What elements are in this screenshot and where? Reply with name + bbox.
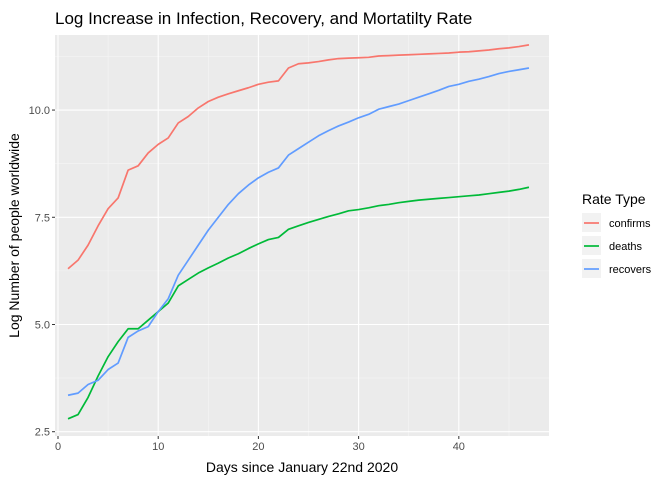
legend-title: Rate Type [582, 191, 646, 207]
series-line-deaths [67, 186, 530, 420]
x-tick-label: 40 [453, 441, 465, 453]
chart-title: Log Increase in Infection, Recovery, and… [55, 9, 472, 28]
y-tick-label: 2.5 [35, 427, 50, 439]
legend-label-recovers: recovers [609, 264, 652, 276]
legend-label-confirms: confirms [609, 218, 651, 230]
major-gridlines [55, 35, 549, 436]
legend-label-deaths: deaths [609, 241, 643, 253]
x-tick-label: 30 [352, 441, 364, 453]
y-tick-label: 5.0 [35, 319, 50, 331]
plot-panel [55, 35, 549, 436]
x-axis-title: Days since January 22nd 2020 [206, 459, 398, 475]
y-axis-title: Log Number of people worldwide [6, 133, 22, 338]
y-tick-label: 7.5 [35, 212, 50, 224]
x-tick-label: 0 [55, 441, 61, 453]
x-axis: 0 10 20 30 40 [55, 436, 465, 453]
series-lines [67, 44, 530, 420]
series-line-confirms [67, 44, 530, 270]
x-tick-label: 10 [152, 441, 164, 453]
y-axis: 2.5 5.0 7.5 10.0 [29, 105, 55, 439]
legend: Rate Type confirms deaths recovers [582, 191, 652, 278]
series-line-recovers [67, 67, 530, 397]
x-tick-label: 20 [252, 441, 264, 453]
y-tick-label: 10.0 [29, 105, 50, 117]
